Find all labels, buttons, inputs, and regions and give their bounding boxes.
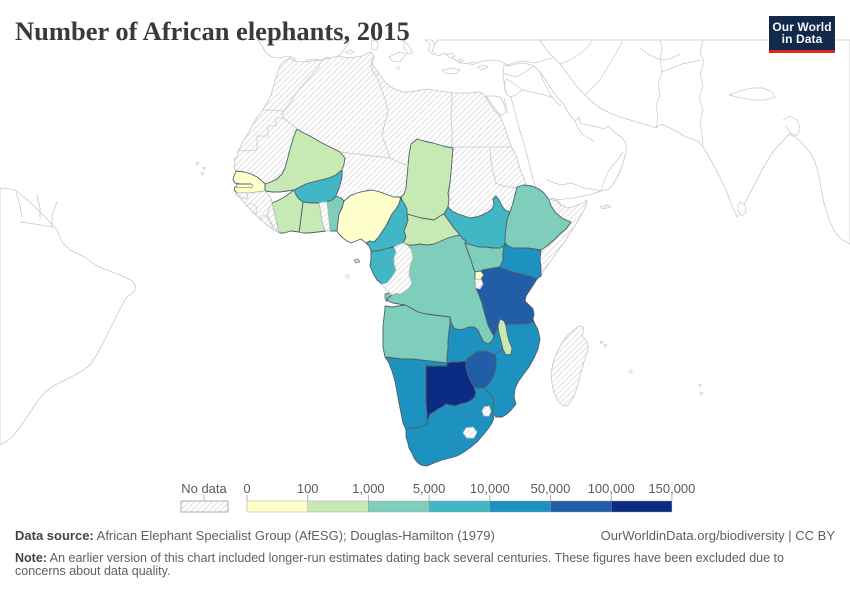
svg-text:100: 100 — [297, 481, 319, 496]
svg-text:0: 0 — [243, 481, 250, 496]
svg-text:10,000: 10,000 — [470, 481, 510, 496]
svg-text:100,000: 100,000 — [588, 481, 635, 496]
svg-text:1,000: 1,000 — [352, 481, 385, 496]
svg-text:50,000: 50,000 — [531, 481, 571, 496]
svg-text:150,000: 150,000 — [648, 481, 695, 496]
svg-text:5,000: 5,000 — [413, 481, 446, 496]
svg-text:No data: No data — [181, 481, 227, 496]
